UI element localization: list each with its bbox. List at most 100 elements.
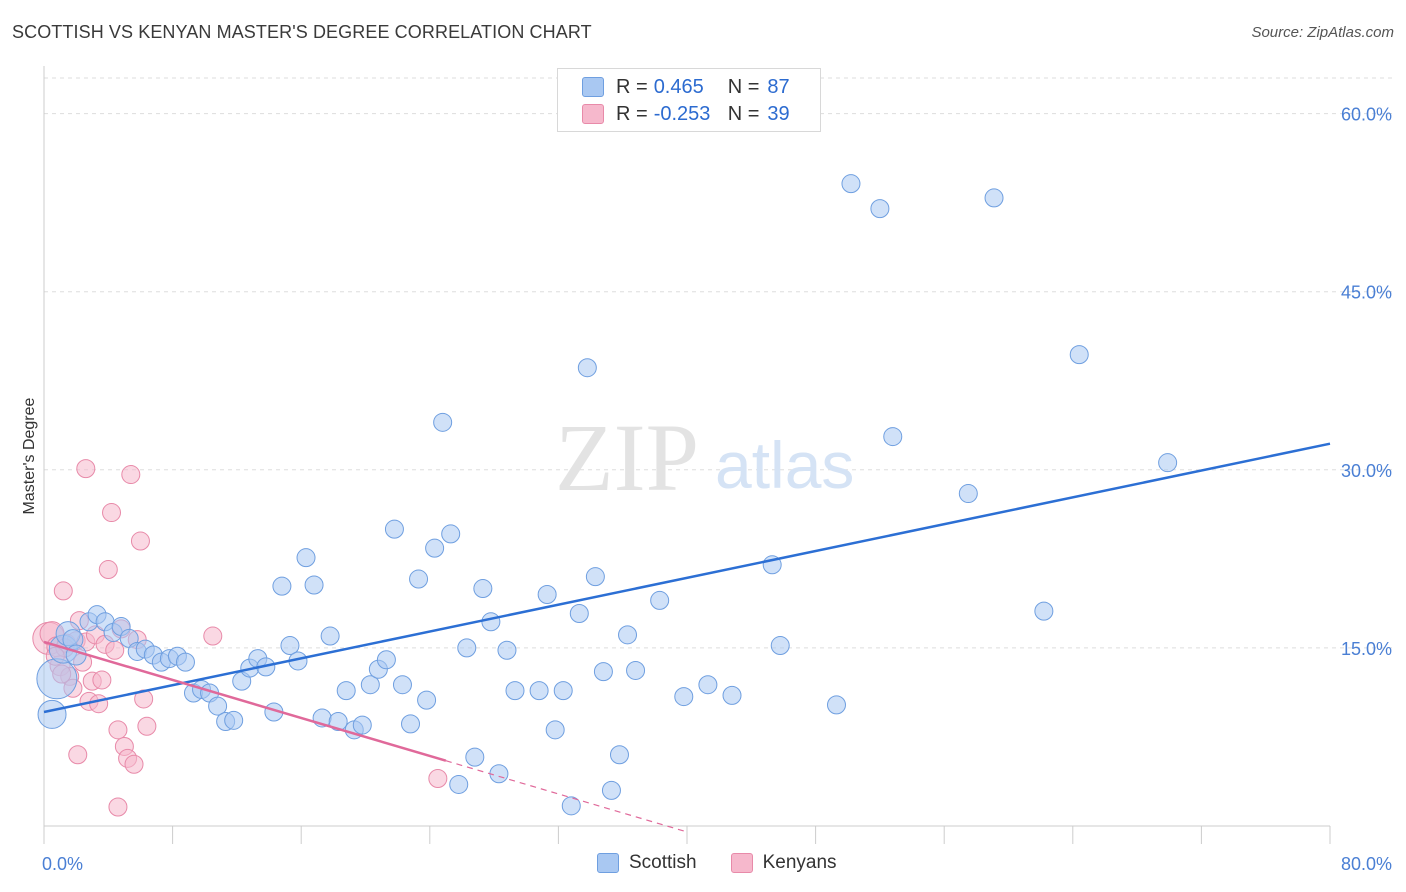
kenyans-point (108, 797, 128, 817)
kenyans-point (102, 503, 122, 523)
legend-item-scottish[interactable]: Scottish (597, 852, 697, 874)
kenyans-swatch (730, 853, 753, 873)
scottish-point (272, 576, 292, 596)
kenyans-point (428, 769, 448, 789)
kenyans-point (76, 459, 96, 479)
n-value: 39 (767, 102, 790, 125)
source-label: Source: ZipAtlas.com (1251, 24, 1394, 41)
y-tick-label: 45.0% (1341, 283, 1392, 303)
scottish-point (545, 720, 565, 740)
legend-label-scottish: Scottish (629, 852, 697, 873)
r-label: R = (616, 75, 648, 98)
scottish-point (883, 427, 903, 447)
kenyans-point (68, 745, 88, 765)
scottish-point (505, 681, 525, 701)
scottish-point (577, 358, 597, 378)
scottish-swatch (582, 77, 604, 97)
scottish-point (280, 636, 300, 656)
kenyans-point (92, 670, 112, 690)
scottish-point (360, 675, 380, 695)
scottish-point (626, 660, 646, 680)
y-tick-label: 60.0% (1341, 105, 1392, 125)
scottish-point (175, 652, 195, 672)
scottish-point (208, 696, 228, 716)
scottish-point (537, 584, 557, 604)
kenyans-trend-line-extension (445, 760, 688, 833)
y-tick-label: 30.0% (1341, 461, 1392, 481)
axes (43, 66, 1331, 844)
scottish-point (529, 681, 549, 701)
scottish-point (958, 484, 978, 504)
scottish-point (585, 567, 605, 587)
r-value: -0.253 (653, 102, 711, 125)
scottish-point (1034, 601, 1054, 621)
r-value: 0.465 (653, 75, 704, 98)
scottish-point (465, 747, 485, 767)
scottish-point (1069, 345, 1089, 365)
scottish-point (481, 612, 501, 632)
scottish-point (409, 569, 429, 589)
scottish-point (1158, 453, 1178, 473)
legend-row-kenyans: R = -0.253 N = 39 (582, 101, 790, 127)
scottish-point (609, 745, 629, 765)
legend-item-kenyans[interactable]: Kenyans (730, 852, 837, 874)
scottish-point (457, 638, 477, 658)
n-label: N = (727, 102, 760, 125)
legend-label-kenyans: Kenyans (762, 852, 837, 873)
scottish-point (352, 715, 372, 735)
scottish-point (328, 712, 348, 732)
scottish-point (417, 690, 437, 710)
scottish-point (320, 626, 340, 646)
x-tick-label: 0.0% (42, 854, 83, 874)
y-tick-label: 15.0% (1341, 639, 1392, 659)
scottish-point (650, 590, 670, 610)
scottish-point (553, 681, 573, 701)
kenyans-point (130, 531, 150, 551)
kenyans-point (137, 716, 157, 736)
scottish-point (425, 538, 445, 558)
scottish-point (401, 714, 421, 734)
scottish-point (698, 675, 718, 695)
scottish-point (870, 199, 890, 219)
scottish-point (36, 658, 78, 700)
kenyans-trend-line (43, 640, 447, 762)
scottish-point (593, 662, 613, 682)
chart-title: SCOTTISH VS KENYAN MASTER'S DEGREE CORRE… (12, 22, 592, 42)
series-legend: Scottish Kenyans (597, 852, 871, 874)
n-value: 87 (767, 75, 790, 98)
watermark-zip: ZIP (555, 404, 699, 511)
scottish-point (826, 695, 846, 715)
scottish-point (618, 625, 638, 645)
x-tick-label: 80.0% (1341, 854, 1392, 874)
scottish-point (433, 412, 453, 432)
kenyans-point (98, 560, 118, 580)
scottish-swatch (597, 853, 619, 873)
kenyans-point (124, 754, 144, 774)
legend-row-scottish: R = 0.465 N = 87 (582, 74, 790, 100)
kenyans-swatch (582, 104, 604, 124)
scottish-point (674, 687, 694, 707)
scottish-point (489, 764, 509, 784)
scottish-point (65, 644, 87, 666)
scottish-point (473, 579, 493, 599)
correlation-legend: R = 0.465 N = 87 R = -0.253 N = 39 (557, 68, 821, 132)
kenyans-point (108, 720, 128, 740)
scottish-point (336, 681, 356, 701)
r-label: R = (616, 102, 648, 125)
grid-lines (44, 77, 1396, 649)
scottish-point (376, 650, 396, 670)
scottish-point (601, 780, 621, 800)
kenyans-points (32, 459, 448, 817)
scottish-point (722, 685, 742, 705)
scottish-point (497, 640, 517, 660)
scottish-trend-line (43, 442, 1331, 714)
scottish-point (384, 519, 404, 539)
kenyans-point (53, 581, 73, 601)
scottish-point (449, 774, 469, 794)
scottish-point (561, 796, 581, 816)
scottish-point (841, 174, 861, 194)
scottish-point (224, 710, 244, 730)
scottish-point (392, 675, 412, 695)
kenyans-point (121, 465, 141, 485)
watermark-atlas: atlas (715, 428, 854, 502)
